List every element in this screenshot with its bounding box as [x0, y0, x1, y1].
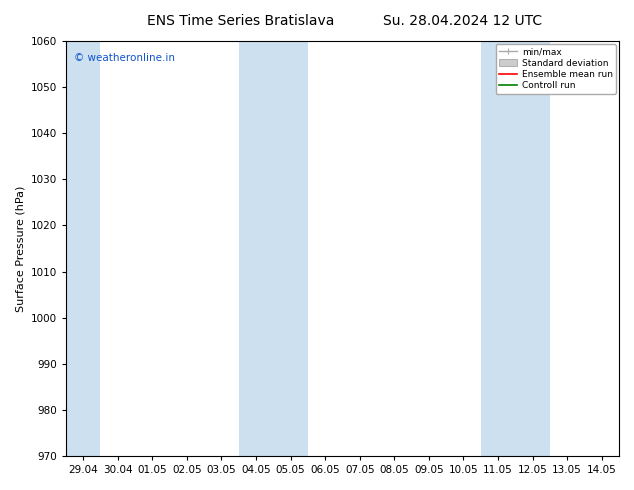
Bar	[238, 41, 308, 456]
Y-axis label: Surface Pressure (hPa): Surface Pressure (hPa)	[15, 185, 25, 312]
Text: ENS Time Series Bratislava: ENS Time Series Bratislava	[147, 14, 335, 28]
Bar	[481, 41, 550, 456]
Text: © weatheronline.in: © weatheronline.in	[74, 53, 175, 64]
Legend: min/max, Standard deviation, Ensemble mean run, Controll run: min/max, Standard deviation, Ensemble me…	[496, 44, 616, 94]
Text: Su. 28.04.2024 12 UTC: Su. 28.04.2024 12 UTC	[384, 14, 542, 28]
Bar	[66, 41, 100, 456]
